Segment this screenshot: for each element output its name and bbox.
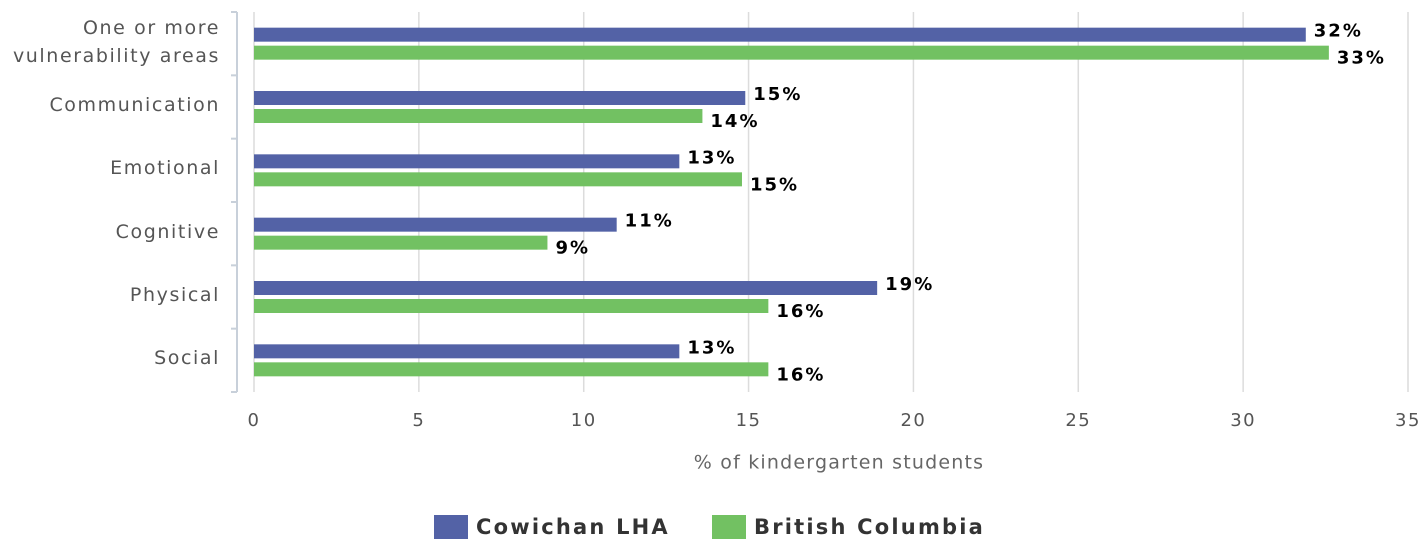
x-axis-title: % of kindergarten students (694, 452, 984, 474)
x-tick-label: 35 (1395, 410, 1421, 431)
x-tick-label: 30 (1230, 410, 1256, 431)
y-tick-label: One or more vulnerability areas (12, 16, 220, 67)
data-label: 32% (1314, 21, 1363, 42)
x-tick-label: 5 (412, 410, 425, 431)
data-label: 16% (776, 301, 825, 322)
bar (254, 281, 878, 295)
legend-swatch (434, 515, 468, 539)
bar (254, 27, 1306, 42)
x-tick-label: 15 (736, 410, 762, 431)
x-tick-label: 10 (571, 410, 597, 431)
data-label: 11% (625, 211, 674, 232)
bar (254, 299, 769, 313)
bar (254, 344, 680, 359)
x-tick-label: 25 (1065, 410, 1091, 431)
data-label: 19% (885, 274, 934, 295)
bar (254, 45, 1329, 60)
legend-swatch (712, 515, 746, 539)
data-label: 15% (753, 84, 802, 105)
bar (254, 235, 548, 250)
y-tick-label: Communication (49, 94, 220, 116)
data-label: 13% (687, 147, 736, 168)
data-label: 16% (776, 364, 825, 385)
legend-label: Cowichan LHA (476, 515, 670, 539)
data-label: 15% (750, 174, 799, 195)
bar (254, 217, 617, 232)
bar (254, 154, 680, 169)
y-tick-label: Social (154, 347, 220, 370)
y-tick-label: Physical (129, 284, 220, 306)
data-label: 33% (1337, 48, 1386, 69)
bar (254, 362, 769, 377)
bar (254, 172, 742, 187)
y-tick-label: Emotional (110, 157, 220, 180)
x-tick-label: 20 (900, 410, 926, 431)
legend-label: British Columbia (754, 515, 985, 539)
data-label: 14% (710, 111, 759, 132)
bar (254, 91, 746, 105)
x-tick-label: 0 (248, 410, 261, 431)
y-tick-label: Cognitive (115, 220, 220, 243)
bar (254, 109, 703, 123)
data-label: 9% (555, 238, 590, 259)
data-label: 13% (687, 337, 736, 358)
